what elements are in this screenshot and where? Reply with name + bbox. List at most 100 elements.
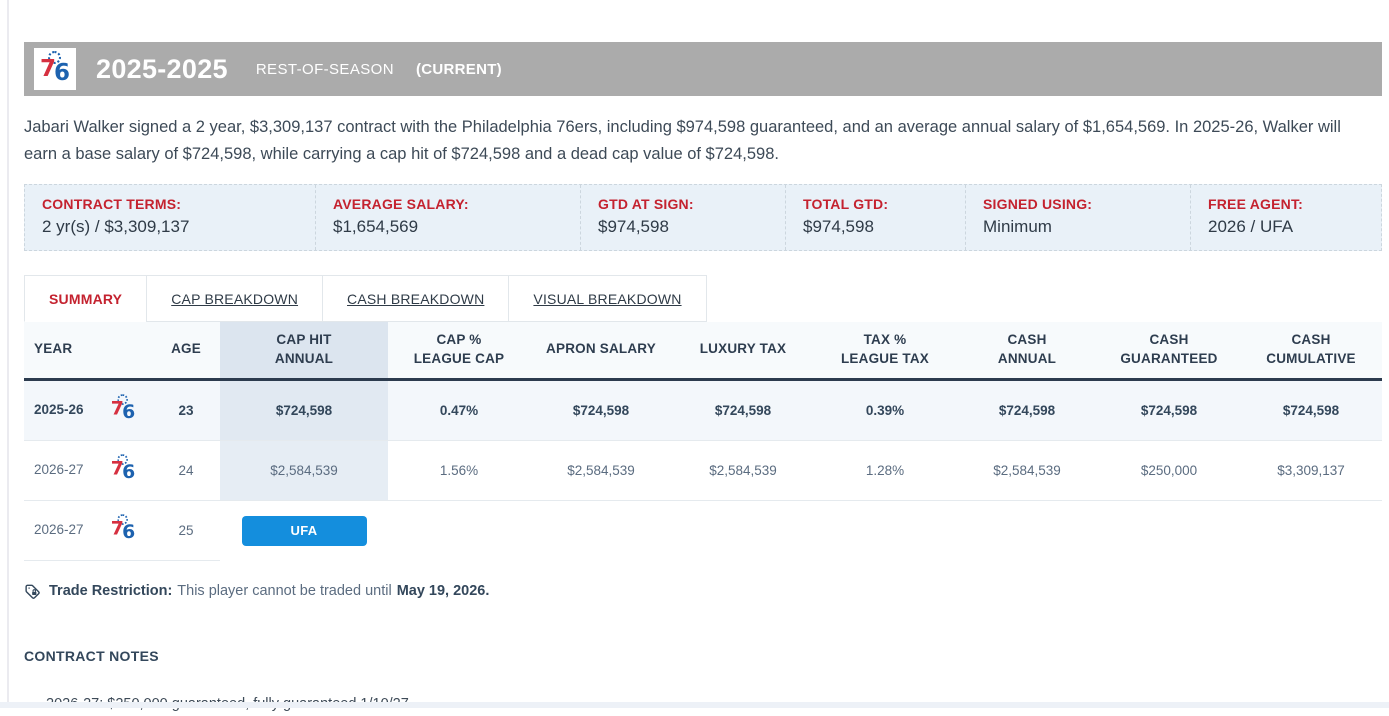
cell-empty: [672, 500, 814, 560]
sixers-logo-six: 6: [122, 521, 136, 543]
breakdown-tabs: SUMMARY CAP BREAKDOWN CASH BREAKDOWN VIS…: [24, 275, 1382, 322]
header-cash-guaranteed: CASH GUARANTEED: [1098, 322, 1240, 381]
cell-team-logo: 7 6: [94, 379, 152, 441]
cell-apron-salary: $724,598: [530, 379, 672, 441]
term-signed-using: SIGNED USING: Minimum: [966, 185, 1191, 250]
header-line: CUMULATIVE: [1266, 350, 1356, 366]
header-line: ANNUAL: [997, 350, 1057, 366]
term-average-salary: AVERAGE SALARY: $1,654,569: [316, 185, 581, 250]
sixers-logo-stars-ring: [117, 454, 128, 465]
tab-cap-breakdown[interactable]: CAP BREAKDOWN: [146, 275, 324, 322]
cell-empty: [1240, 500, 1382, 560]
term-value: 2026 / UFA: [1208, 217, 1294, 236]
term-value: $974,598: [803, 217, 874, 236]
season-title: 2025-2025: [96, 53, 228, 84]
cell-empty: [956, 500, 1098, 560]
header-tax-pct-league-tax: TAX % LEAGUE TAX: [814, 322, 956, 381]
term-value: $1,654,569: [333, 217, 419, 236]
table-row-2026-27: 2026-27 7 6 24 $2,584,539 1.56% $2,584,5…: [24, 440, 1382, 501]
contract-notes-heading: CONTRACT NOTES: [24, 647, 159, 664]
cell-cap-hit: $2,584,539: [220, 440, 388, 501]
sixers-logo-icon: 7 6: [110, 454, 136, 484]
header-line: CAP %: [436, 332, 482, 347]
sixers-logo-stars-ring: [117, 514, 128, 525]
cell-fa-status: UFA: [220, 500, 388, 560]
term-contract-terms: CONTRACT TERMS: 2 yr(s) / $3,309,137: [25, 185, 316, 250]
header-line: LEAGUE CAP: [413, 350, 505, 366]
cell-cap-pct: 1.56%: [388, 440, 530, 501]
sixers-logo-six: 6: [122, 401, 136, 423]
header-line: CASH: [1007, 332, 1047, 347]
tab-summary[interactable]: SUMMARY: [24, 275, 148, 322]
term-label: GTD AT SIGN:: [598, 196, 694, 212]
cell-cash-annual: $2,584,539: [956, 440, 1098, 501]
cell-cash-cumulative: $724,598: [1240, 379, 1382, 441]
tab-cash-breakdown[interactable]: CASH BREAKDOWN: [322, 275, 510, 322]
term-label: AVERAGE SALARY:: [333, 196, 469, 212]
ufa-button[interactable]: UFA: [241, 515, 367, 546]
header-apron-salary: APRON SALARY: [530, 322, 672, 381]
cell-tax-pct: 1.28%: [814, 440, 956, 501]
sixers-logo-icon: 7 6: [110, 394, 136, 424]
trade-restriction-date: May 19, 2026: [396, 583, 486, 600]
header-year: YEAR: [24, 322, 94, 381]
sixers-logo-stars-ring: [117, 394, 128, 405]
tab-visual-breakdown[interactable]: VISUAL BREAKDOWN: [508, 275, 707, 322]
table-header-row: YEAR AGE CAP HIT ANNUAL CAP % LEAGUE CAP…: [24, 322, 1382, 381]
sixers-logo-stars-ring: [48, 51, 61, 64]
cell-year: 2026-27: [24, 500, 94, 561]
sixers-logo-seven: 7: [40, 56, 57, 82]
trade-restriction-note: Trade Restriction: This player cannot be…: [24, 583, 1382, 600]
cell-team-logo: 7 6: [94, 500, 152, 561]
table-row-ufa-year: 2026-27 7 6 25 UFA: [24, 500, 1382, 561]
term-total-gtd: TOTAL GTD: $974,598: [786, 185, 966, 250]
cell-cash-guaranteed: $250,000: [1098, 440, 1240, 501]
cell-age: 23: [152, 379, 220, 441]
cell-year: 2025-26: [24, 379, 94, 441]
header-cash-cumulative: CASH CUMULATIVE: [1240, 322, 1382, 381]
cell-empty: [530, 500, 672, 560]
header-cap-pct-league-cap: CAP % LEAGUE CAP: [388, 322, 530, 381]
trade-restriction-period: .: [485, 583, 490, 600]
trade-lock-icon: [25, 584, 40, 599]
cell-cash-cumulative: $3,309,137: [1240, 440, 1382, 501]
cell-apron-salary: $2,584,539: [530, 440, 672, 501]
term-gtd-at-sign: GTD AT SIGN: $974,598: [581, 185, 786, 250]
cell-empty: [814, 500, 956, 560]
header-luxury-tax: LUXURY TAX: [672, 322, 814, 381]
season-current-badge: (CURRENT): [415, 60, 502, 78]
cell-luxury-tax: $724,598: [672, 379, 814, 441]
contract-terms-grid: CONTRACT TERMS: 2 yr(s) / $3,309,137 AVE…: [24, 184, 1382, 251]
header-cash-annual: CASH ANNUAL: [956, 322, 1098, 381]
sixers-logo-seven: 7: [110, 398, 124, 420]
page-left-rule: [7, 0, 9, 708]
cell-cap-hit: $724,598: [220, 379, 388, 441]
cell-team-logo: 7 6: [94, 440, 152, 501]
header-line: CASH: [1291, 332, 1331, 347]
sixers-logo-seven: 7: [110, 458, 124, 480]
table-row-2025-26: 2025-26 7 6 23 $724,598 0.47% $724,598 $…: [24, 379, 1382, 441]
trade-restriction-label: Trade Restriction:: [49, 583, 173, 600]
cell-empty: [1098, 500, 1240, 560]
cell-empty: [388, 500, 530, 560]
cell-age: 25: [152, 500, 220, 561]
season-header-bar: 7 6 2025-2025 REST-OF-SEASON (CURRENT): [24, 42, 1382, 96]
cell-cash-guaranteed: $724,598: [1098, 379, 1240, 441]
cell-tax-pct: 0.39%: [814, 379, 956, 441]
sixers-logo-six: 6: [54, 60, 71, 86]
team-logo-box: 7 6: [34, 48, 76, 90]
header-line: CASH: [1149, 332, 1189, 347]
term-value: 2 yr(s) / $3,309,137: [42, 217, 190, 236]
term-label: TOTAL GTD:: [803, 196, 889, 212]
cell-age: 24: [152, 440, 220, 501]
sixers-logo-six: 6: [122, 461, 136, 483]
trade-restriction-text: This player cannot be traded until: [177, 583, 392, 600]
term-free-agent: FREE AGENT: 2026 / UFA: [1191, 185, 1381, 250]
term-label: SIGNED USING:: [983, 196, 1093, 212]
header-cap-hit-annual: CAP HIT ANNUAL: [220, 322, 388, 381]
sixers-logo-icon: 7 6: [39, 51, 71, 87]
header-line: ANNUAL: [274, 350, 334, 366]
term-label: FREE AGENT:: [1208, 196, 1304, 212]
header-age: AGE: [152, 322, 220, 381]
term-value: Minimum: [983, 217, 1052, 236]
